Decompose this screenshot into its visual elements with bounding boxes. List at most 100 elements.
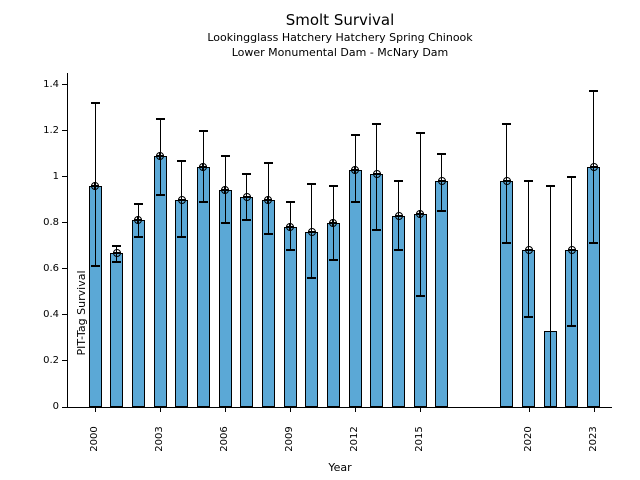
errorbar-cap-bottom-2010	[307, 277, 317, 279]
errorbar-cap-top-2008	[263, 161, 273, 164]
errorbar-cap-top-2005	[198, 129, 208, 132]
errorbar-cap-bottom-2005	[198, 200, 208, 203]
marker-2020	[524, 246, 533, 255]
marker-2014	[394, 211, 403, 220]
marker-2011	[329, 218, 338, 227]
y-tick-label-1.2: 1.2	[43, 124, 59, 136]
bar-2016	[435, 181, 449, 407]
errorbar-cap-bottom-2009	[285, 249, 295, 252]
bar-2012	[348, 169, 362, 407]
errorbar-cap-top-2007	[242, 173, 252, 176]
y-tick-0.4	[62, 314, 67, 316]
errorbar-cap-bottom-2000	[90, 265, 100, 268]
y-tick-label-1: 1	[52, 170, 59, 182]
x-tick-label-2015: 2015	[414, 426, 426, 452]
chart-subtitle-line1: Lookingglass Hatchery Hatchery Spring Ch…	[207, 31, 473, 44]
marker-2012	[351, 165, 360, 174]
x-tick-label-2003: 2003	[154, 426, 166, 452]
chart-title: Smolt Survival	[285, 11, 395, 29]
marker-2003	[156, 151, 165, 160]
y-tick-0.8	[62, 222, 67, 224]
bar-2005	[196, 167, 210, 407]
y-tick-0.2	[62, 360, 67, 362]
errorbar-cap-bottom-2001	[112, 260, 122, 263]
x-axis-label: Year	[328, 461, 352, 474]
errorbar-cap-bottom-2023	[589, 242, 599, 245]
marker-2008	[264, 195, 273, 204]
errorbar-cap-bottom-2013	[372, 228, 382, 231]
errorbar-cap-bottom-2003	[155, 194, 165, 197]
errorbar-cap-top-2012	[350, 134, 360, 137]
errorbar-cap-top-2021	[545, 184, 555, 187]
errorbar-cap-top-2004	[177, 159, 187, 162]
x-tick-2023	[593, 407, 595, 412]
errorbar-cap-bottom-2007	[242, 219, 252, 222]
x-tick-label-2006: 2006	[219, 426, 231, 452]
marker-2023	[589, 163, 598, 172]
bar-2001	[110, 252, 124, 407]
errorbar-cap-bottom-2022	[567, 325, 577, 328]
y-axis-label: PIT-Tag Survival	[75, 270, 88, 356]
errorbar-cap-bottom-2020	[524, 316, 534, 319]
errorbar-2021	[549, 185, 551, 407]
bar-2007	[240, 197, 254, 407]
errorbar-cap-bottom-2019	[502, 242, 512, 245]
errorbar-cap-bottom-2006	[220, 221, 230, 224]
errorbar-cap-top-2000	[90, 101, 100, 104]
x-tick-2012	[355, 407, 357, 412]
errorbar-cap-bottom-2004	[177, 235, 187, 238]
errorbar-cap-top-2022	[567, 175, 577, 178]
errorbar-cap-top-2019	[502, 122, 512, 125]
marker-2022	[567, 246, 576, 255]
y-tick-1.4	[62, 84, 67, 86]
errorbar-cap-top-2023	[589, 90, 599, 93]
y-tick-0	[62, 406, 67, 408]
errorbar-cap-top-2006	[220, 154, 230, 157]
errorbar-cap-top-2015	[415, 131, 425, 134]
y-tick-1	[62, 176, 67, 178]
errorbar-cap-bottom-2015	[415, 295, 425, 298]
y-tick-label-0.4: 0.4	[43, 308, 59, 320]
marker-2001	[112, 248, 121, 257]
errorbar-cap-bottom-2012	[350, 200, 360, 203]
y-tick-label-0: 0	[52, 401, 59, 412]
errorbar-cap-top-2010	[307, 182, 317, 185]
errorbar-cap-top-2002	[133, 203, 143, 206]
x-tick-label-2000: 2000	[89, 426, 101, 452]
errorbar-cap-top-2009	[285, 200, 295, 203]
marker-2000	[91, 181, 100, 190]
errorbar-cap-top-2014	[394, 180, 404, 183]
x-tick-label-2023: 2023	[587, 426, 599, 452]
x-tick-label-2009: 2009	[284, 426, 296, 452]
errorbar-cap-bottom-2016	[437, 210, 447, 213]
x-tick-2009	[290, 407, 292, 412]
marker-2004	[177, 195, 186, 204]
chart-subtitle-line2: Lower Monumental Dam - McNary Dam	[231, 46, 449, 59]
bar-2002	[131, 220, 145, 407]
marker-2010	[307, 227, 316, 236]
marker-2006	[221, 186, 230, 195]
x-tick-2020	[528, 407, 530, 412]
bar-2009	[283, 227, 297, 407]
x-tick-label-2020: 2020	[522, 426, 534, 452]
marker-2009	[286, 223, 295, 232]
marker-2013	[372, 170, 381, 179]
y-tick-1.2	[62, 130, 67, 132]
marker-2016	[437, 177, 446, 186]
errorbar-cap-bottom-2011	[328, 258, 338, 261]
errorbar-cap-top-2013	[372, 122, 382, 125]
marker-2019	[502, 177, 511, 186]
y-tick-0.6	[62, 268, 67, 270]
y-tick-label-1.4: 1.4	[43, 78, 59, 90]
chart-header: Smolt Survival Lookingglass Hatchery Hat…	[68, 0, 612, 60]
y-tick-label-0.8: 0.8	[43, 216, 59, 228]
plot-area: PIT-Tag Survival 0 0.2 0.4 0.6 0.8 1 1.2 1.4 200…	[43, 73, 612, 452]
marker-2007	[242, 193, 251, 202]
y-tick-label-0.6: 0.6	[43, 262, 59, 274]
x-tick-2015	[420, 407, 422, 412]
errorbar-cap-bottom-2021	[545, 406, 555, 408]
x-tick-2000	[95, 407, 97, 412]
errorbar-cap-bottom-2002	[133, 235, 143, 238]
y-tick-label-0.2: 0.2	[43, 354, 59, 366]
